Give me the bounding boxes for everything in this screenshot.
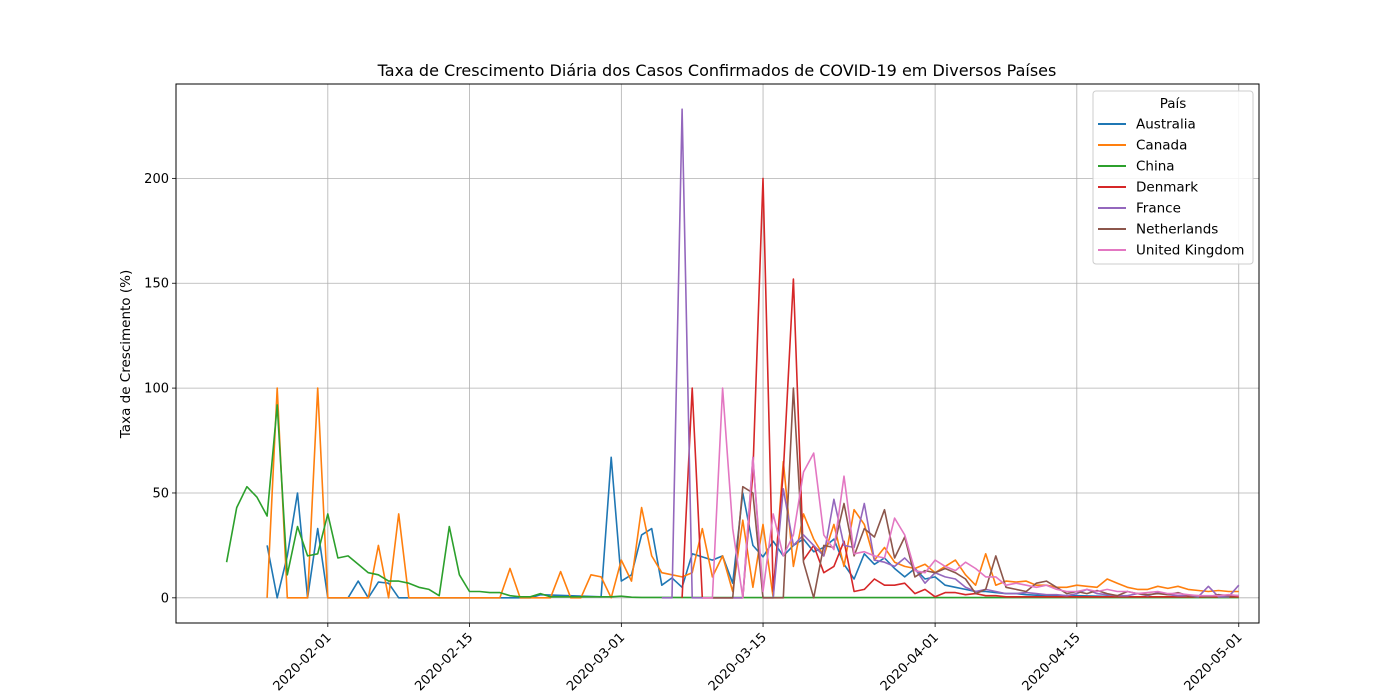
series-line-china xyxy=(225,404,1239,599)
legend-label: Netherlands xyxy=(1136,222,1218,238)
series-lines xyxy=(225,108,1240,599)
legend-label: Australia xyxy=(1136,117,1196,133)
series-line-canada xyxy=(266,387,1239,599)
legend-box xyxy=(1092,90,1254,265)
legend-items: Australia Canada China Denmark France Netherl… xyxy=(1098,117,1244,259)
legend-label: France xyxy=(1136,201,1181,217)
y-tick-label: 200 xyxy=(144,172,169,187)
y-axis-label: Taxa de Crescimento (%) xyxy=(118,270,134,439)
chart-title: Taxa de Crescimento Diária dos Casos Con… xyxy=(377,61,1057,80)
legend-label: Denmark xyxy=(1136,180,1198,196)
series-line-united-kingdom xyxy=(702,387,1239,599)
legend: País Australia Canada China Denmark France Ne… xyxy=(1092,90,1254,265)
y-tick-label: 100 xyxy=(144,382,169,397)
legend-label: China xyxy=(1136,159,1175,175)
plot-frame xyxy=(175,83,1260,624)
y-tick-label: 50 xyxy=(152,486,169,501)
legend-label: Canada xyxy=(1136,138,1187,154)
y-tick-label: 150 xyxy=(144,277,169,292)
series-line-australia xyxy=(266,456,1229,599)
y-tick-label: 0 xyxy=(161,591,169,606)
series-line-netherlands xyxy=(712,387,1239,599)
legend-title: País xyxy=(1160,96,1187,112)
legend-label: United Kingdom xyxy=(1136,243,1244,259)
